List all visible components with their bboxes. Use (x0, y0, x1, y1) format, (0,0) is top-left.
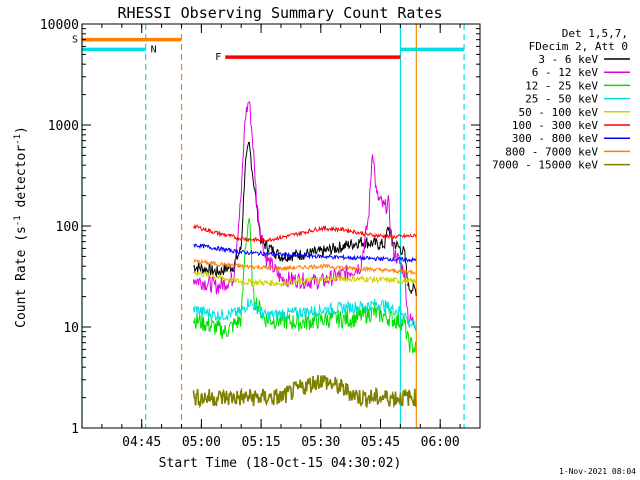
flag-label-1: N (151, 44, 157, 55)
legend-label-0: 3 - 6 keV (538, 53, 598, 66)
y-axis-label-sup1: -1 (13, 215, 23, 226)
x-axis-label: Start Time (18-Oct-15 04:30:02) (159, 456, 402, 471)
series-line-8 (192, 374, 417, 409)
legend-label-2: 12 - 25 keV (525, 79, 598, 92)
y-axis-label-end: ) (14, 126, 29, 134)
chart-title: RHESSI Observing Summary Count Rates (117, 4, 442, 22)
x-tick-label-1: 05:00 (182, 435, 221, 450)
x-tick-label-5: 06:00 (421, 435, 460, 450)
legend-label-1: 6 - 12 keV (532, 66, 599, 79)
flag-bars: S N F (72, 35, 465, 63)
legend-label-8: 7000 - 15000 keV (492, 159, 598, 172)
y-axis-label-sup2: -1 (13, 134, 23, 145)
y-tick-label-0: 1 (71, 422, 79, 437)
legend-title-1: FDecim 2, Att 0 (529, 40, 628, 53)
x-tick-label-4: 05:45 (361, 435, 400, 450)
y-axis-label-main: Count Rate (s (14, 226, 29, 328)
x-tick-label-2: 05:15 (242, 435, 281, 450)
x-tick-label-0: 04:45 (122, 435, 161, 450)
axes: 1 10 100 1000 10000 04:45 05:00 05:15 05:30 05:45… (40, 18, 481, 450)
series-line-7 (193, 258, 417, 276)
legend-label-5: 100 - 300 keV (512, 119, 598, 132)
y-tick-label-2: 100 (56, 220, 79, 235)
flag-label-0: S (72, 35, 78, 46)
y-tick-label-3: 1000 (48, 119, 79, 134)
legend-label-7: 800 - 7000 keV (505, 145, 598, 158)
series-line-5 (192, 223, 417, 243)
y-axis-label-mid: detector (14, 145, 29, 216)
footer-date: 1-Nov-2021 08:04 (559, 467, 636, 476)
x-tick-label-3: 05:30 (301, 435, 340, 450)
series-line-4 (193, 270, 417, 288)
legend-label-6: 300 - 800 keV (512, 132, 598, 145)
series-line-3 (192, 298, 417, 331)
legend-title-0: Det 1,5,7, (562, 27, 628, 40)
y-tick-label-1: 10 (63, 321, 79, 336)
plot-area (81, 24, 465, 428)
legend-label-4: 50 - 100 keV (519, 106, 599, 119)
legend-label-3: 25 - 50 keV (525, 93, 598, 106)
series-line-6 (193, 243, 417, 264)
y-tick-label-4: 10000 (40, 18, 79, 33)
flag-label-3: F (215, 52, 221, 63)
y-axis-label: Count Rate (s-1 detector-1) (13, 126, 29, 328)
